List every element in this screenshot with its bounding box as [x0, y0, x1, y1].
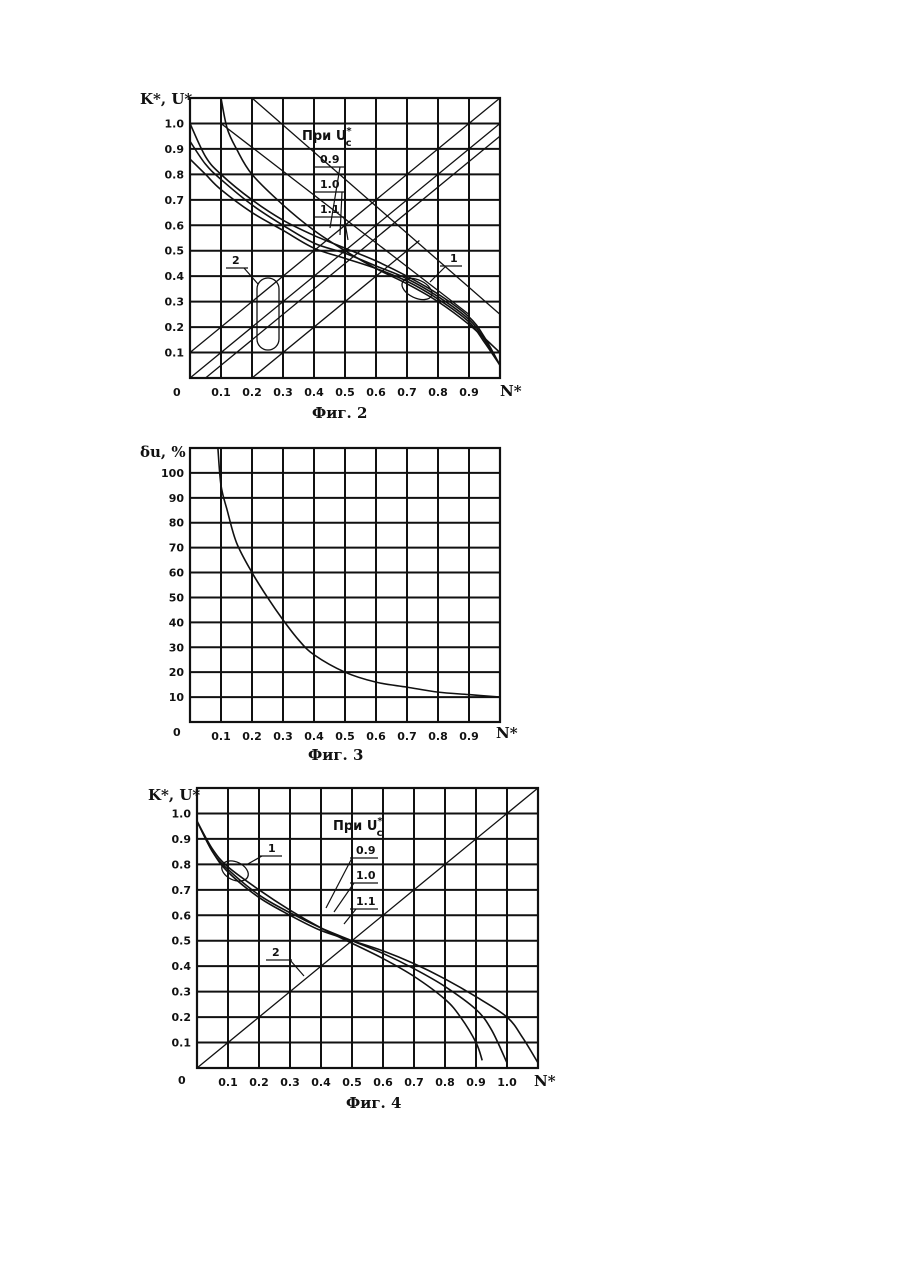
fig4-leader-line: [344, 909, 356, 924]
fig2-y-tick: 0.9: [165, 143, 185, 156]
fig2-x-tick: 0.4: [304, 386, 324, 399]
fig3-y-tick: 20: [169, 666, 185, 679]
fig3-y-tick: 70: [169, 542, 185, 555]
fig2-y-tick: 0.7: [165, 194, 185, 207]
fig4-callout-1: 1: [268, 842, 276, 855]
fig3-y-axis-label: δu, %: [140, 443, 186, 461]
fig3-y-tick: 60: [169, 567, 185, 580]
fig2-legend-title: При U*с: [302, 126, 352, 149]
fig3-ticks: 0.1 0.2 0.3 0.4 0.5 0.6 0.7 0.8 0.9 10 20 30 40 50 60 7…: [161, 467, 479, 743]
fig4-legend-title: При U*с: [333, 816, 383, 839]
fig4-x-tick: 0.4: [311, 1076, 331, 1089]
figure-4-chart: 0.1 0.2 0.3 0.4 0.5 0.6 0.7 0.8 0.9 1.0 0.1 0.2 0.3 0…: [148, 786, 556, 1112]
fig3-x-axis-label: N*: [496, 724, 518, 742]
fig3-caption: Фиг. 3: [308, 746, 363, 764]
fig3-y-tick: 50: [169, 591, 185, 604]
fig2-reference-line: [252, 241, 419, 378]
fig2-y-tick: 0.6: [165, 219, 185, 232]
fig4-x-tick: 0.8: [435, 1076, 455, 1089]
fig2-series-label-1.1: 1.1: [320, 203, 340, 216]
fig3-y-tick: 90: [169, 492, 185, 505]
fig2-x-tick: 0.3: [273, 386, 293, 399]
fig4-x-tick: 0.2: [249, 1076, 269, 1089]
fig2-y-tick: 0.8: [165, 168, 185, 181]
fig4-y-tick: 0.2: [172, 1011, 192, 1024]
fig4-y-tick: 0.1: [172, 1037, 192, 1050]
fig3-x-tick: 0.7: [397, 730, 417, 743]
fig3-x-tick: 0.9: [459, 730, 479, 743]
fig2-callout-1: 1: [450, 252, 458, 265]
fig4-x-tick: 0.9: [466, 1076, 486, 1089]
fig3-y-tick: 10: [169, 691, 185, 704]
fig4-x-tick: 0.6: [373, 1076, 393, 1089]
fig2-x-tick: 0.5: [335, 386, 355, 399]
fig4-x-tick: 0.3: [280, 1076, 300, 1089]
fig4-series-label-0.9: 0.9: [356, 844, 376, 857]
fig3-x-tick: 0.2: [242, 730, 262, 743]
fig4-callout-2-leader: [290, 960, 304, 976]
fig4-origin-label: 0: [178, 1074, 186, 1087]
fig4-series-label-1.1: 1.1: [356, 895, 376, 908]
fig4-x-tick: 0.7: [404, 1076, 424, 1089]
fig2-y-tick: 0.1: [165, 347, 185, 360]
fig2-x-tick: 0.9: [459, 386, 479, 399]
fig2-y-tick: 1.0: [165, 117, 185, 130]
fig4-legend: При U*с 0.9 1.0 1.1: [326, 816, 383, 924]
fig2-x-axis-label: N*: [500, 382, 522, 400]
fig4-x-axis-label: N*: [534, 1072, 556, 1090]
fig2-series-label-0.9: 0.9: [320, 153, 340, 166]
fig4-x-tick: 0.1: [218, 1076, 238, 1089]
figure-3-chart: 0.1 0.2 0.3 0.4 0.5 0.6 0.7 0.8 0.9 10 20 30 40 50 60 7…: [140, 443, 518, 764]
fig4-series-label-1.0: 1.0: [356, 869, 376, 882]
fig2-origin-label: 0: [173, 386, 181, 399]
fig3-x-tick: 0.5: [335, 730, 355, 743]
fig4-x-tick: 0.5: [342, 1076, 362, 1089]
fig3-y-tick: 30: [169, 641, 185, 654]
fig4-y-tick: 1.0: [172, 807, 192, 820]
fig4-callout-2: 2: [272, 946, 280, 959]
fig3-y-tick: 80: [169, 517, 185, 530]
figure-2-chart: 0.1 0.2 0.3 0.4 0.5 0.6 0.7 0.8 0.9 0.1 0.2 0.3 0.4 0…: [140, 90, 522, 422]
fig2-leader-line: [330, 167, 340, 228]
fig3-grid: [190, 448, 500, 722]
fig4-y-axis-label: K*, U*: [148, 786, 200, 804]
fig2-caption: Фиг. 2: [312, 404, 367, 422]
fig4-leader-line: [326, 858, 352, 908]
fig4-y-tick: 0.6: [172, 909, 192, 922]
fig4-y-tick: 0.5: [172, 935, 192, 948]
fig4-y-tick: 0.7: [172, 884, 192, 897]
fig2-x-tick: 0.7: [397, 386, 417, 399]
fig2-y-tick: 0.5: [165, 245, 185, 258]
fig4-x-tick: 1.0: [497, 1076, 517, 1089]
fig4-y-tick: 0.4: [172, 960, 192, 973]
fig3-y-tick: 100: [161, 467, 184, 480]
fig4-y-tick: 0.9: [172, 833, 192, 846]
fig3-y-tick: 40: [169, 616, 185, 629]
fig3-x-tick: 0.6: [366, 730, 386, 743]
fig2-y-tick: 0.4: [165, 270, 185, 283]
fig3-x-tick: 0.4: [304, 730, 324, 743]
fig3-x-tick: 0.1: [211, 730, 231, 743]
fig2-x-tick: 0.6: [366, 386, 386, 399]
fig2-y-tick: 0.2: [165, 321, 185, 334]
fig2-y-axis-label: K*, U*: [140, 90, 192, 108]
fig2-x-tick: 0.1: [211, 386, 231, 399]
fig4-caption: Фиг. 4: [346, 1094, 401, 1112]
fig3-origin-label: 0: [173, 726, 181, 739]
fig4-y-tick: 0.8: [172, 858, 192, 871]
fig2-x-tick: 0.2: [242, 386, 262, 399]
fig4-y-tick: 0.3: [172, 986, 192, 999]
fig2-y-tick: 0.3: [165, 296, 185, 309]
fig3-x-tick: 0.3: [273, 730, 293, 743]
fig2-callout-2: 2: [232, 254, 240, 267]
fig2-x-tick: 0.8: [428, 386, 448, 399]
fig3-x-tick: 0.8: [428, 730, 448, 743]
